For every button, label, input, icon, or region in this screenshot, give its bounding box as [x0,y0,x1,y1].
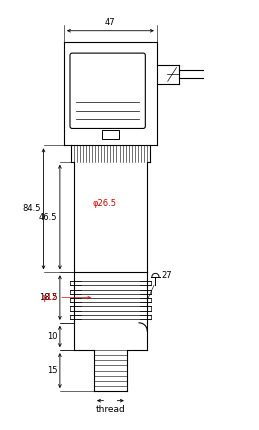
Text: φ12: φ12 [42,293,58,302]
Text: 47: 47 [105,18,116,27]
FancyBboxPatch shape [70,53,145,129]
Text: 46.5: 46.5 [39,212,57,221]
Text: φ26.5: φ26.5 [93,199,117,208]
Text: 10: 10 [47,332,57,341]
Text: 18.5: 18.5 [39,293,57,302]
Text: thread: thread [96,405,125,414]
Text: 27: 27 [161,271,171,280]
Bar [102,130,119,138]
Text: 84.5: 84.5 [22,204,41,213]
Text: 15: 15 [47,366,57,375]
